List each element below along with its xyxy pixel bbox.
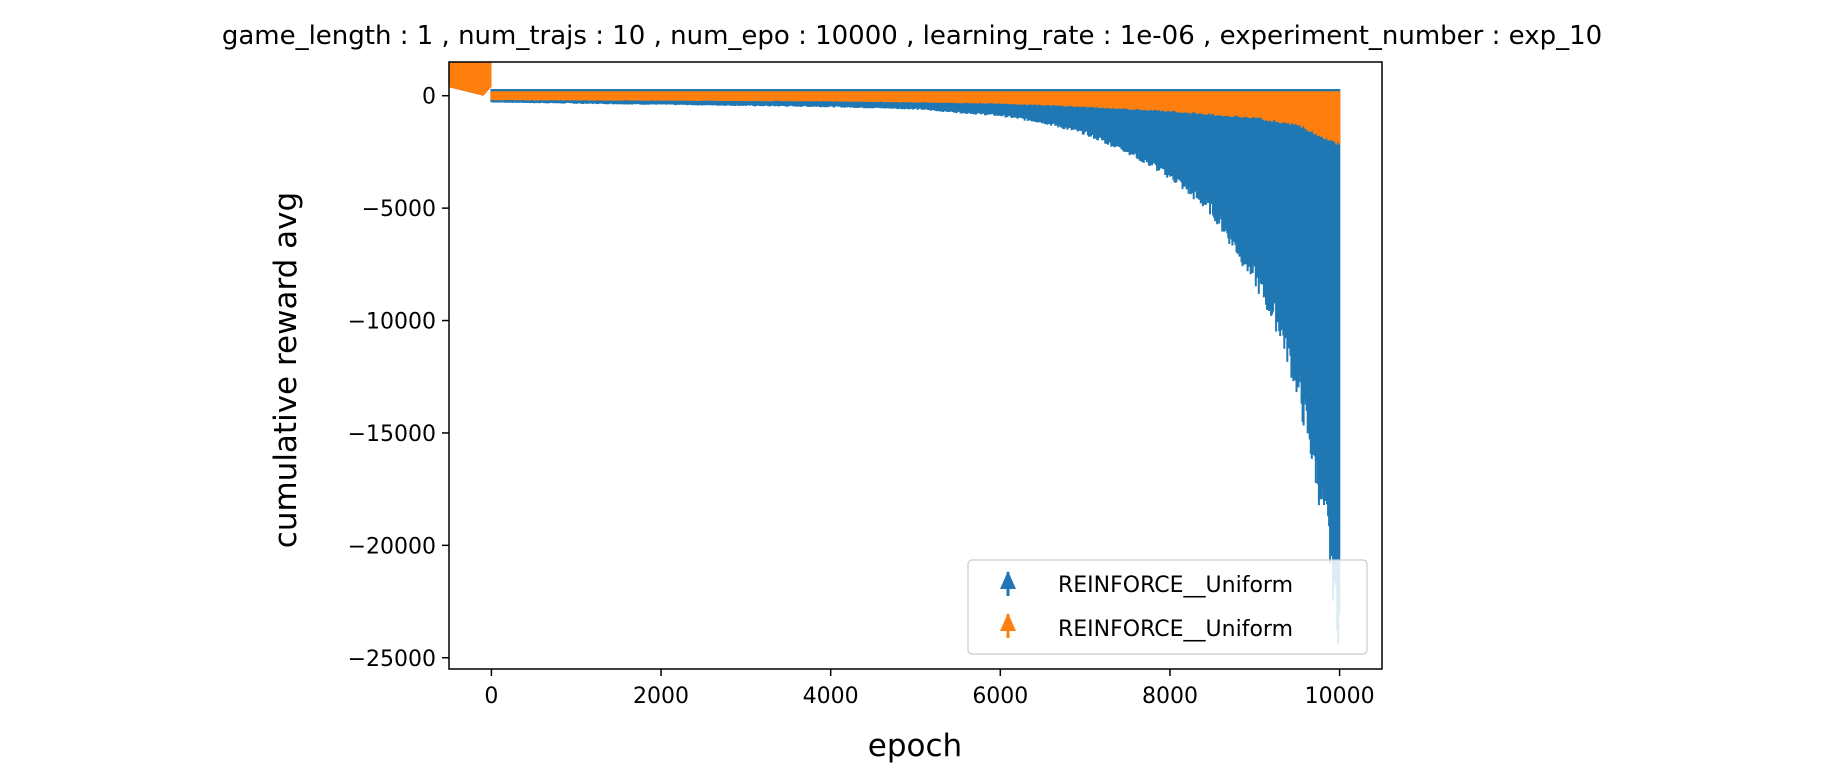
- y-axis-label: cumulative reward avg: [268, 192, 304, 548]
- legend-swatch-orange-icon: [1000, 613, 1016, 631]
- x-tick-label: 2000: [633, 684, 689, 709]
- x-tick-label: 4000: [803, 684, 859, 709]
- legend: REINFORCE__Uniform REINFORCE__Uniform: [967, 559, 1368, 655]
- y-axis: 0 −5000 −10000 −15000 −20000 −25000: [348, 85, 449, 672]
- x-axis-label: epoch: [868, 728, 962, 764]
- x-tick-label: 10000: [1305, 684, 1375, 709]
- y-tick-label: −10000: [348, 310, 436, 335]
- y-tick-label: 0: [422, 85, 436, 110]
- x-tick-label: 6000: [972, 684, 1028, 709]
- x-tick-label: 0: [484, 684, 498, 709]
- y-tick-label: −20000: [348, 534, 436, 559]
- legend-label-blue: REINFORCE__Uniform: [1058, 573, 1293, 598]
- chart-title: game_length : 1 , num_trajs : 10 , num_e…: [222, 21, 1602, 51]
- legend-swatch-blue-icon: [1000, 571, 1016, 589]
- legend-entry-reinforce-uniform-blue: REINFORCE__Uniform: [1000, 571, 1293, 598]
- x-axis: 0 2000 4000 6000 8000 10000: [484, 669, 1375, 709]
- error-bars-orange: [490, 91, 1341, 145]
- y-tick-label: −25000: [348, 647, 436, 672]
- y-tick-label: −15000: [348, 422, 436, 447]
- axes-frame: [448, 61, 1383, 670]
- markers-orange: [449, 62, 492, 96]
- legend-entry-reinforce-uniform-orange: REINFORCE__Uniform: [1000, 613, 1293, 642]
- x-tick-label: 8000: [1142, 684, 1198, 709]
- series-orange: [449, 62, 1341, 145]
- y-tick-label: −5000: [362, 197, 436, 222]
- plot-area: [449, 62, 1341, 644]
- legend-label-orange: REINFORCE__Uniform: [1058, 617, 1293, 642]
- legend-box: [967, 559, 1368, 655]
